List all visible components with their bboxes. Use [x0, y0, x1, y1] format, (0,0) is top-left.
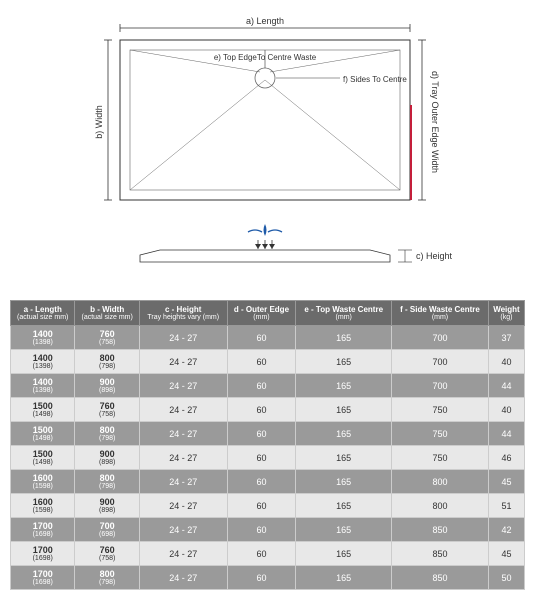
table-row: 1700(1698)760(758)24 - 276016585045 [11, 542, 525, 566]
table-row: 1700(1698)800(798)24 - 276016585050 [11, 566, 525, 590]
table-row: 1600(1598)800(798)24 - 276016580045 [11, 470, 525, 494]
tray-diagram: a) Length e) Top EdgeTo Centre Waste f) … [10, 10, 525, 290]
col-header: b - Width(actual size mm) [75, 301, 139, 326]
table-row: 1700(1698)700(698)24 - 276016585042 [11, 518, 525, 542]
col-header: e - Top Waste Centre(mm) [296, 301, 392, 326]
label-c: c) Height [416, 251, 453, 261]
col-header: d - Outer Edge(mm) [227, 301, 296, 326]
col-header: c - HeightTray heights vary (mm) [139, 301, 227, 326]
table-row: 1500(1498)760(758)24 - 276016575040 [11, 398, 525, 422]
col-header: a - Length(actual size mm) [11, 301, 75, 326]
label-f: f) Sides To Centre [343, 75, 407, 84]
table-row: 1500(1498)800(798)24 - 276016575044 [11, 422, 525, 446]
table-row: 1500(1498)900(898)24 - 276016575046 [11, 446, 525, 470]
label-a: a) Length [246, 16, 284, 26]
table-row: 1400(1398)760(758)24 - 276016570037 [11, 326, 525, 350]
table-row: 1400(1398)800(798)24 - 276016570040 [11, 350, 525, 374]
col-header: f - Side Waste Centre(mm) [392, 301, 489, 326]
spec-table: a - Length(actual size mm)b - Width(actu… [10, 300, 525, 590]
col-header: Weight(kg) [488, 301, 524, 326]
label-d: d) Tray Outer Edge Width [430, 71, 440, 173]
table-row: 1400(1398)900(898)24 - 276016570044 [11, 374, 525, 398]
table-row: 1600(1598)900(898)24 - 276016580051 [11, 494, 525, 518]
label-b: b) Width [94, 105, 104, 139]
